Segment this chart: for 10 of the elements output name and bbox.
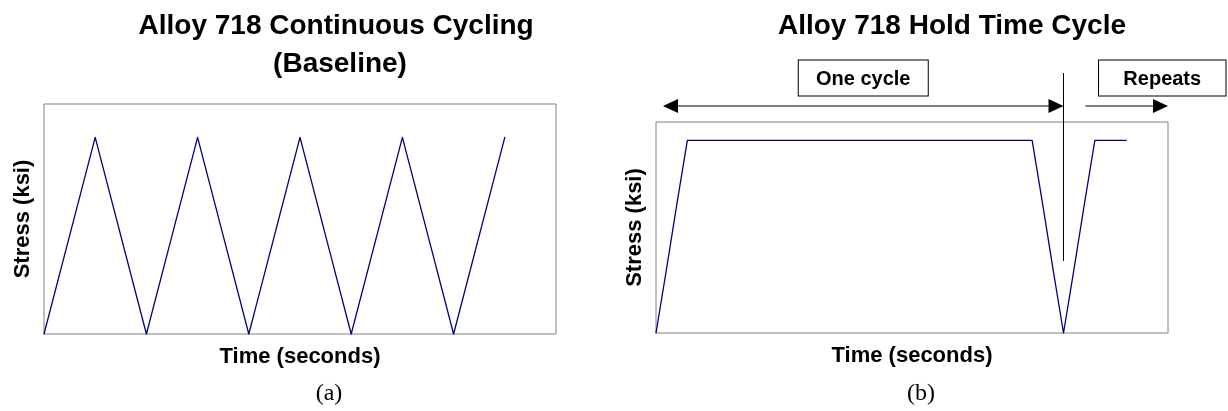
- text: (b): [907, 378, 935, 406]
- x-axis-title: Time (seconds): [219, 342, 381, 368]
- chart-title: Alloy 718 Continuous Cycling (Baseline): [138, 8, 542, 78]
- y-axis-title: Stress (ksi): [620, 168, 646, 287]
- text: Repeats: [1123, 66, 1202, 90]
- text: One cycle: [815, 66, 911, 90]
- y-axis-title: Stress (ksi): [8, 159, 34, 279]
- text: (a): [315, 378, 343, 406]
- chart-title: Alloy 718 Hold Time Cycle: [777, 8, 1127, 40]
- x-axis-title: Time (seconds): [831, 341, 993, 367]
